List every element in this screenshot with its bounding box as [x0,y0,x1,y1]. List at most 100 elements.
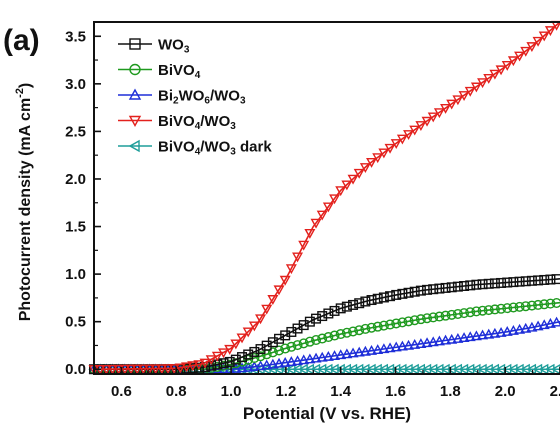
data-point [378,148,390,159]
data-point [396,340,408,351]
data-point [286,341,297,352]
data-point [532,320,544,331]
data-point [390,341,402,352]
data-point [335,303,346,314]
series-bivo4 [88,298,560,375]
data-point [237,352,248,363]
data-point [508,277,519,288]
data-point [354,325,365,336]
data-point [415,121,427,132]
data-point [489,278,500,289]
data-point [402,363,413,375]
data-point [533,275,544,286]
data-point [366,322,377,333]
data-point [483,278,494,289]
data-point [341,363,352,375]
data-point [458,363,469,375]
data-point [322,350,334,361]
data-point [508,302,519,313]
y-tick-label: 0.5 [65,314,86,331]
data-point [433,363,444,375]
data-point [385,319,396,330]
data-point [137,364,149,375]
data-point [310,218,322,229]
data-point [329,194,341,205]
data-point [409,286,420,297]
data-point [409,338,421,349]
data-point [440,103,452,114]
data-point [520,301,531,312]
data-point [279,363,290,375]
legend-label: Bi2WO6/WO3 [158,88,246,107]
data-point [514,51,526,62]
x-axis-label: Potential (V vs. RHE) [243,404,411,423]
data-point [280,343,291,354]
data-point [292,323,303,334]
data-point [489,327,501,338]
data-point [297,363,308,375]
data-point [496,277,507,288]
data-point [533,299,544,310]
data-point [495,65,507,76]
data-point [317,311,328,322]
data-point [329,305,340,316]
data-point [403,339,415,350]
data-point [440,310,451,321]
data-point [322,363,333,375]
data-point [304,336,315,347]
data-point [125,364,137,375]
data-point [520,276,531,287]
data-point [267,347,278,358]
data-point [434,311,445,322]
data-point [365,363,376,375]
data-point [310,363,321,375]
data-point [501,363,512,375]
data-point [353,346,365,357]
data-point [385,291,396,302]
data-point [248,321,260,332]
data-point [347,347,359,358]
x-axis: 0.6 0.8 1.0 1.2 1.4 1.6 1.8 2.0 2.2 [93,367,560,400]
data-point [285,356,297,366]
data-point [261,304,273,315]
data-point [415,338,427,348]
legend-item: Bi2WO6/WO3 [118,88,246,107]
data-point [427,363,438,375]
y-axis: 0.0 0.5 1.0 1.5 2.0 2.5 3.0 3.5 [65,28,101,378]
data-point [150,364,162,375]
data-point [434,283,445,294]
data-point [107,364,118,375]
data-point [280,330,291,341]
data-point [477,78,489,89]
data-point [255,344,266,355]
data-point [316,210,328,221]
data-point [501,61,513,71]
data-point [544,363,555,375]
data-point [353,168,365,179]
data-point [532,36,544,47]
data-point [131,364,143,375]
data-point [396,363,407,375]
data-point [267,295,279,305]
data-point [366,344,378,355]
data-point [359,163,371,174]
y-tick-label: 2.0 [65,171,86,188]
data-point [292,355,304,366]
series-line [94,320,560,371]
data-point [539,299,550,310]
data-point [230,363,242,373]
data-point [335,329,346,340]
data-point [298,240,310,251]
plot-layer [88,20,560,375]
data-point [372,321,383,332]
data-point [156,364,168,375]
data-point [353,363,364,375]
data-point [545,274,556,285]
data-point [249,353,260,364]
data-point [483,305,494,316]
data-point [261,340,272,351]
data-point [298,320,309,331]
data-point [291,363,302,375]
data-point [323,332,334,343]
data-point [311,313,322,324]
